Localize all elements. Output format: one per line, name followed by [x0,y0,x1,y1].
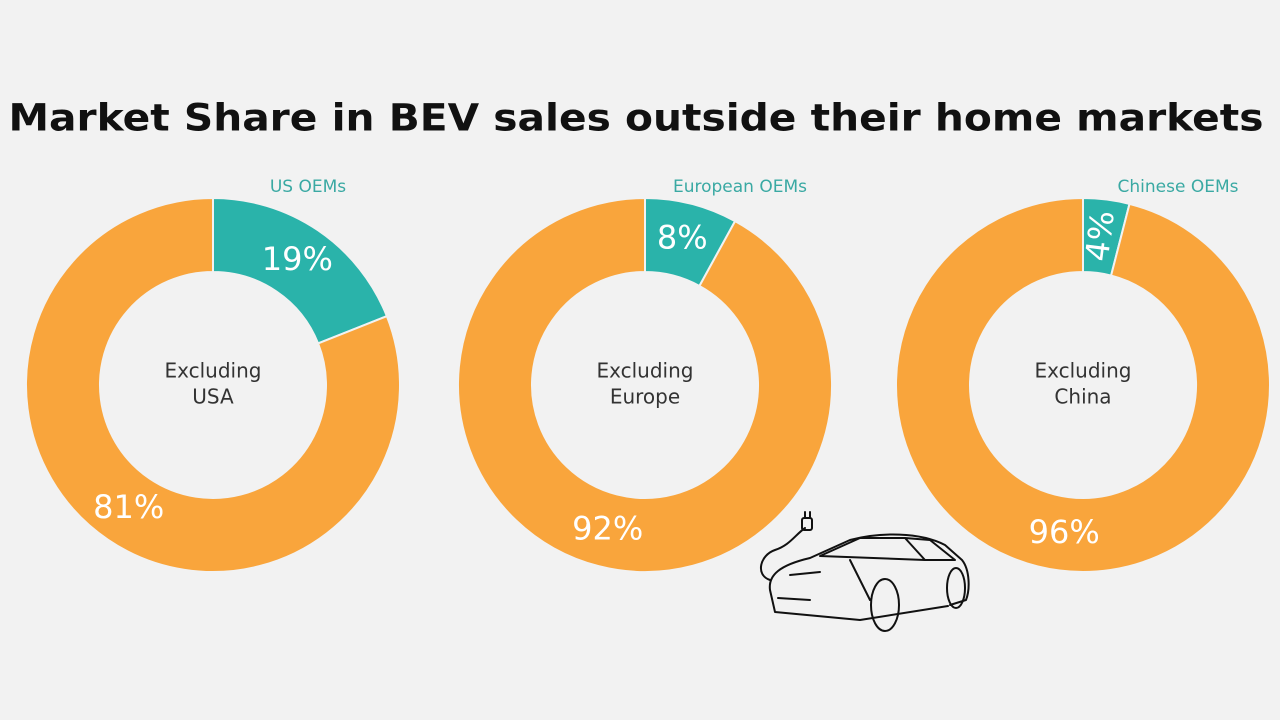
title: Market Share in BEV sales outside their … [9,97,1264,140]
center-label: Excluding [597,359,694,383]
center-label: USA [192,385,234,409]
center-label: Europe [610,385,680,409]
donut-segment [457,196,833,573]
donut-segment [895,196,1271,573]
value-label: 8% [657,219,708,257]
center-label: China [1054,385,1111,409]
car-icon [760,511,970,632]
value-label: 92% [572,509,643,547]
center-label: Excluding [165,359,262,383]
value-label: 4% [1078,208,1122,263]
series-label: European OEMs [673,177,807,197]
center-label: Excluding [1035,359,1132,383]
value-label: 81% [93,488,164,526]
value-label: 96% [1029,513,1100,551]
series-label: Chinese OEMs [1118,177,1239,197]
donut-segment [25,196,401,573]
value-label: 19% [262,240,333,278]
series-label: US OEMs [270,177,346,197]
